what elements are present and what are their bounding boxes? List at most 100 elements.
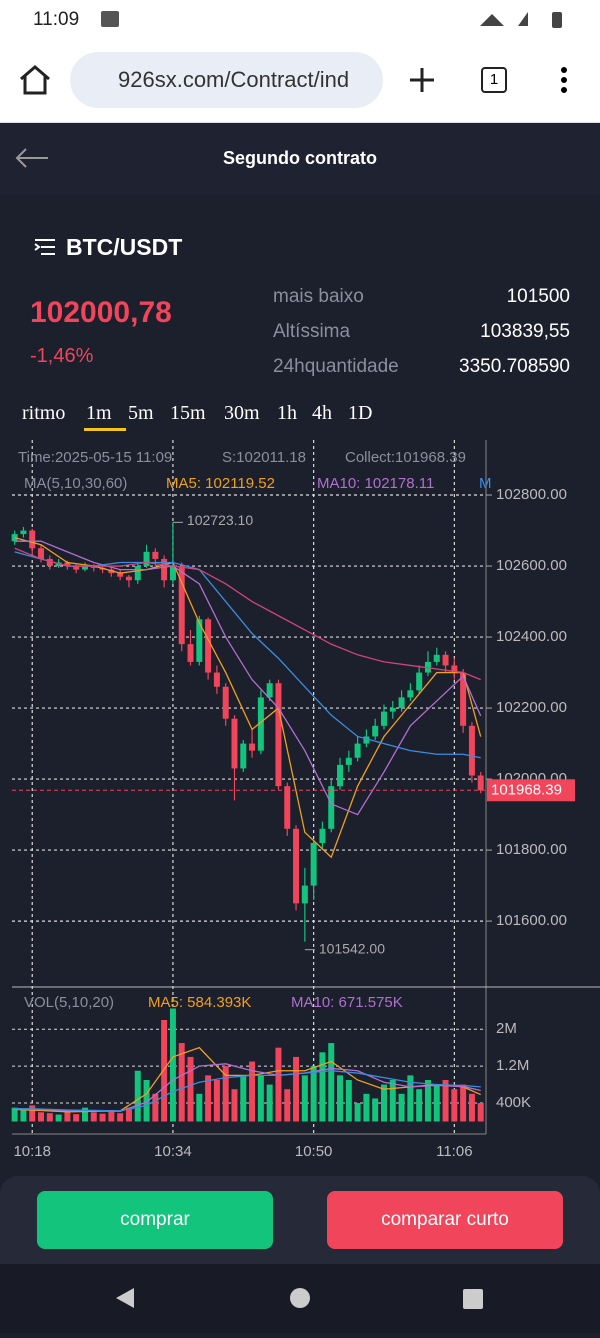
candle-body bbox=[328, 786, 335, 829]
candle-body bbox=[460, 672, 467, 726]
volume-bar bbox=[468, 1093, 475, 1122]
candle-body bbox=[125, 576, 132, 581]
candle-body bbox=[249, 743, 256, 751]
back-button[interactable] bbox=[14, 147, 50, 169]
nav-bar bbox=[0, 1264, 600, 1333]
candle-body bbox=[372, 725, 379, 737]
stat-value: 3350.708590 bbox=[459, 356, 570, 377]
volume-bar bbox=[161, 1019, 168, 1122]
y-tick-label: 102800.00 bbox=[496, 486, 567, 503]
volume-bar bbox=[363, 1093, 370, 1122]
menu-icon[interactable] bbox=[33, 237, 57, 259]
volume-bar bbox=[257, 1075, 264, 1122]
candle-body bbox=[90, 566, 97, 568]
candle-body bbox=[169, 566, 176, 581]
candle-body bbox=[337, 764, 344, 787]
candle-body bbox=[477, 775, 484, 791]
menu[interactable] bbox=[558, 66, 570, 96]
volume-bar bbox=[477, 1103, 484, 1122]
volume-bar bbox=[134, 1070, 141, 1122]
new-tab[interactable] bbox=[408, 66, 436, 94]
nav-buttons bbox=[116, 1288, 483, 1309]
ma-line bbox=[14, 551, 481, 759]
buy-button[interactable]: comprar bbox=[37, 1191, 273, 1249]
tab-count[interactable]: 1 bbox=[481, 67, 507, 93]
candle-body bbox=[64, 562, 71, 567]
volume-bar bbox=[451, 1089, 458, 1122]
period-tab[interactable]: 1m bbox=[86, 402, 112, 424]
clock: 11:09 bbox=[33, 9, 80, 30]
candle-body bbox=[442, 654, 449, 666]
volume-bar bbox=[125, 1107, 132, 1122]
page-header: Segundo contrato bbox=[0, 123, 600, 195]
candle-body bbox=[380, 711, 387, 726]
sell-button[interactable]: comparar curto bbox=[327, 1191, 563, 1249]
candle-body bbox=[363, 736, 370, 744]
volume-bar bbox=[90, 1112, 97, 1122]
candle-body bbox=[205, 619, 212, 673]
volume-bar bbox=[117, 1113, 124, 1122]
period-tab[interactable]: 1D bbox=[348, 402, 373, 424]
stat-value: 101500 bbox=[506, 286, 570, 307]
candle-body bbox=[11, 534, 18, 542]
chart: 101600.00101800.00102000.00102200.001024… bbox=[11, 440, 600, 1160]
candle-body bbox=[293, 828, 300, 904]
stat-label: mais baixo bbox=[273, 286, 364, 307]
volume-bar bbox=[442, 1079, 449, 1122]
candle-body bbox=[178, 566, 185, 645]
period-tab[interactable]: ritmo bbox=[22, 402, 66, 424]
candle-body bbox=[231, 718, 238, 769]
candle-body bbox=[46, 558, 53, 567]
candle-body bbox=[319, 828, 326, 843]
vol-tick-label: 2M bbox=[496, 1020, 517, 1037]
period-tab[interactable]: 4h bbox=[312, 402, 332, 424]
last-price: 102000,78 bbox=[30, 296, 172, 329]
volume-bar bbox=[424, 1079, 431, 1122]
volume-bar bbox=[196, 1093, 203, 1122]
candle-body bbox=[81, 566, 88, 570]
last-price-label: 101968.39 bbox=[491, 781, 562, 798]
volume-bar bbox=[213, 1079, 220, 1122]
ma-title: MA(5,10,30,60) bbox=[24, 475, 127, 492]
candle-body bbox=[222, 686, 229, 719]
x-tick-label: 10:34 bbox=[154, 1143, 192, 1160]
volume-bar bbox=[64, 1111, 71, 1122]
candle-body bbox=[354, 743, 361, 758]
volume-bar bbox=[20, 1109, 27, 1122]
change: -1,46% bbox=[30, 345, 94, 367]
x-tick-label: 10:18 bbox=[13, 1143, 51, 1160]
volume-bar bbox=[143, 1079, 150, 1122]
info-text: Time:2025-05-15 11:09 bbox=[18, 449, 172, 466]
period-tab[interactable]: 1h bbox=[277, 402, 297, 424]
volume-bar bbox=[345, 1079, 352, 1122]
y-tick-label: 102600.00 bbox=[496, 557, 567, 574]
volume-bar bbox=[319, 1052, 326, 1122]
volume-bar bbox=[337, 1075, 344, 1122]
x-tick-label: 11:06 bbox=[436, 1143, 472, 1160]
candle-body bbox=[240, 743, 247, 769]
candle-body bbox=[389, 708, 396, 712]
ma-line bbox=[14, 547, 481, 681]
volume-bar bbox=[380, 1084, 387, 1122]
candle-body bbox=[20, 530, 27, 535]
period-tab[interactable]: 5m bbox=[128, 402, 154, 424]
home-button[interactable] bbox=[18, 64, 52, 96]
action-bar: comprar comparar curto bbox=[0, 1176, 600, 1266]
candle-body bbox=[301, 885, 308, 904]
period-tab[interactable]: 30m bbox=[224, 402, 260, 424]
vol-legend: MA5: 584.393K bbox=[148, 994, 251, 1011]
y-tick-label: 101800.00 bbox=[496, 841, 567, 858]
last-price-box bbox=[487, 779, 575, 802]
volume-bar bbox=[293, 1056, 300, 1122]
url-bar[interactable]: 926sx.com/Contract/ind bbox=[70, 52, 383, 108]
y-tick-label: 101600.00 bbox=[496, 912, 567, 929]
candle-body bbox=[152, 551, 159, 559]
info-text: Collect:101968.39 bbox=[345, 449, 466, 466]
stat-label: Altíssima bbox=[273, 321, 351, 342]
pair[interactable]: BTC/USDT bbox=[66, 234, 183, 260]
candle-body bbox=[134, 566, 141, 581]
volume-bar bbox=[55, 1114, 62, 1122]
period-tab[interactable]: 15m bbox=[170, 402, 206, 424]
volume-bar bbox=[38, 1112, 45, 1122]
volume-bar bbox=[46, 1113, 53, 1122]
